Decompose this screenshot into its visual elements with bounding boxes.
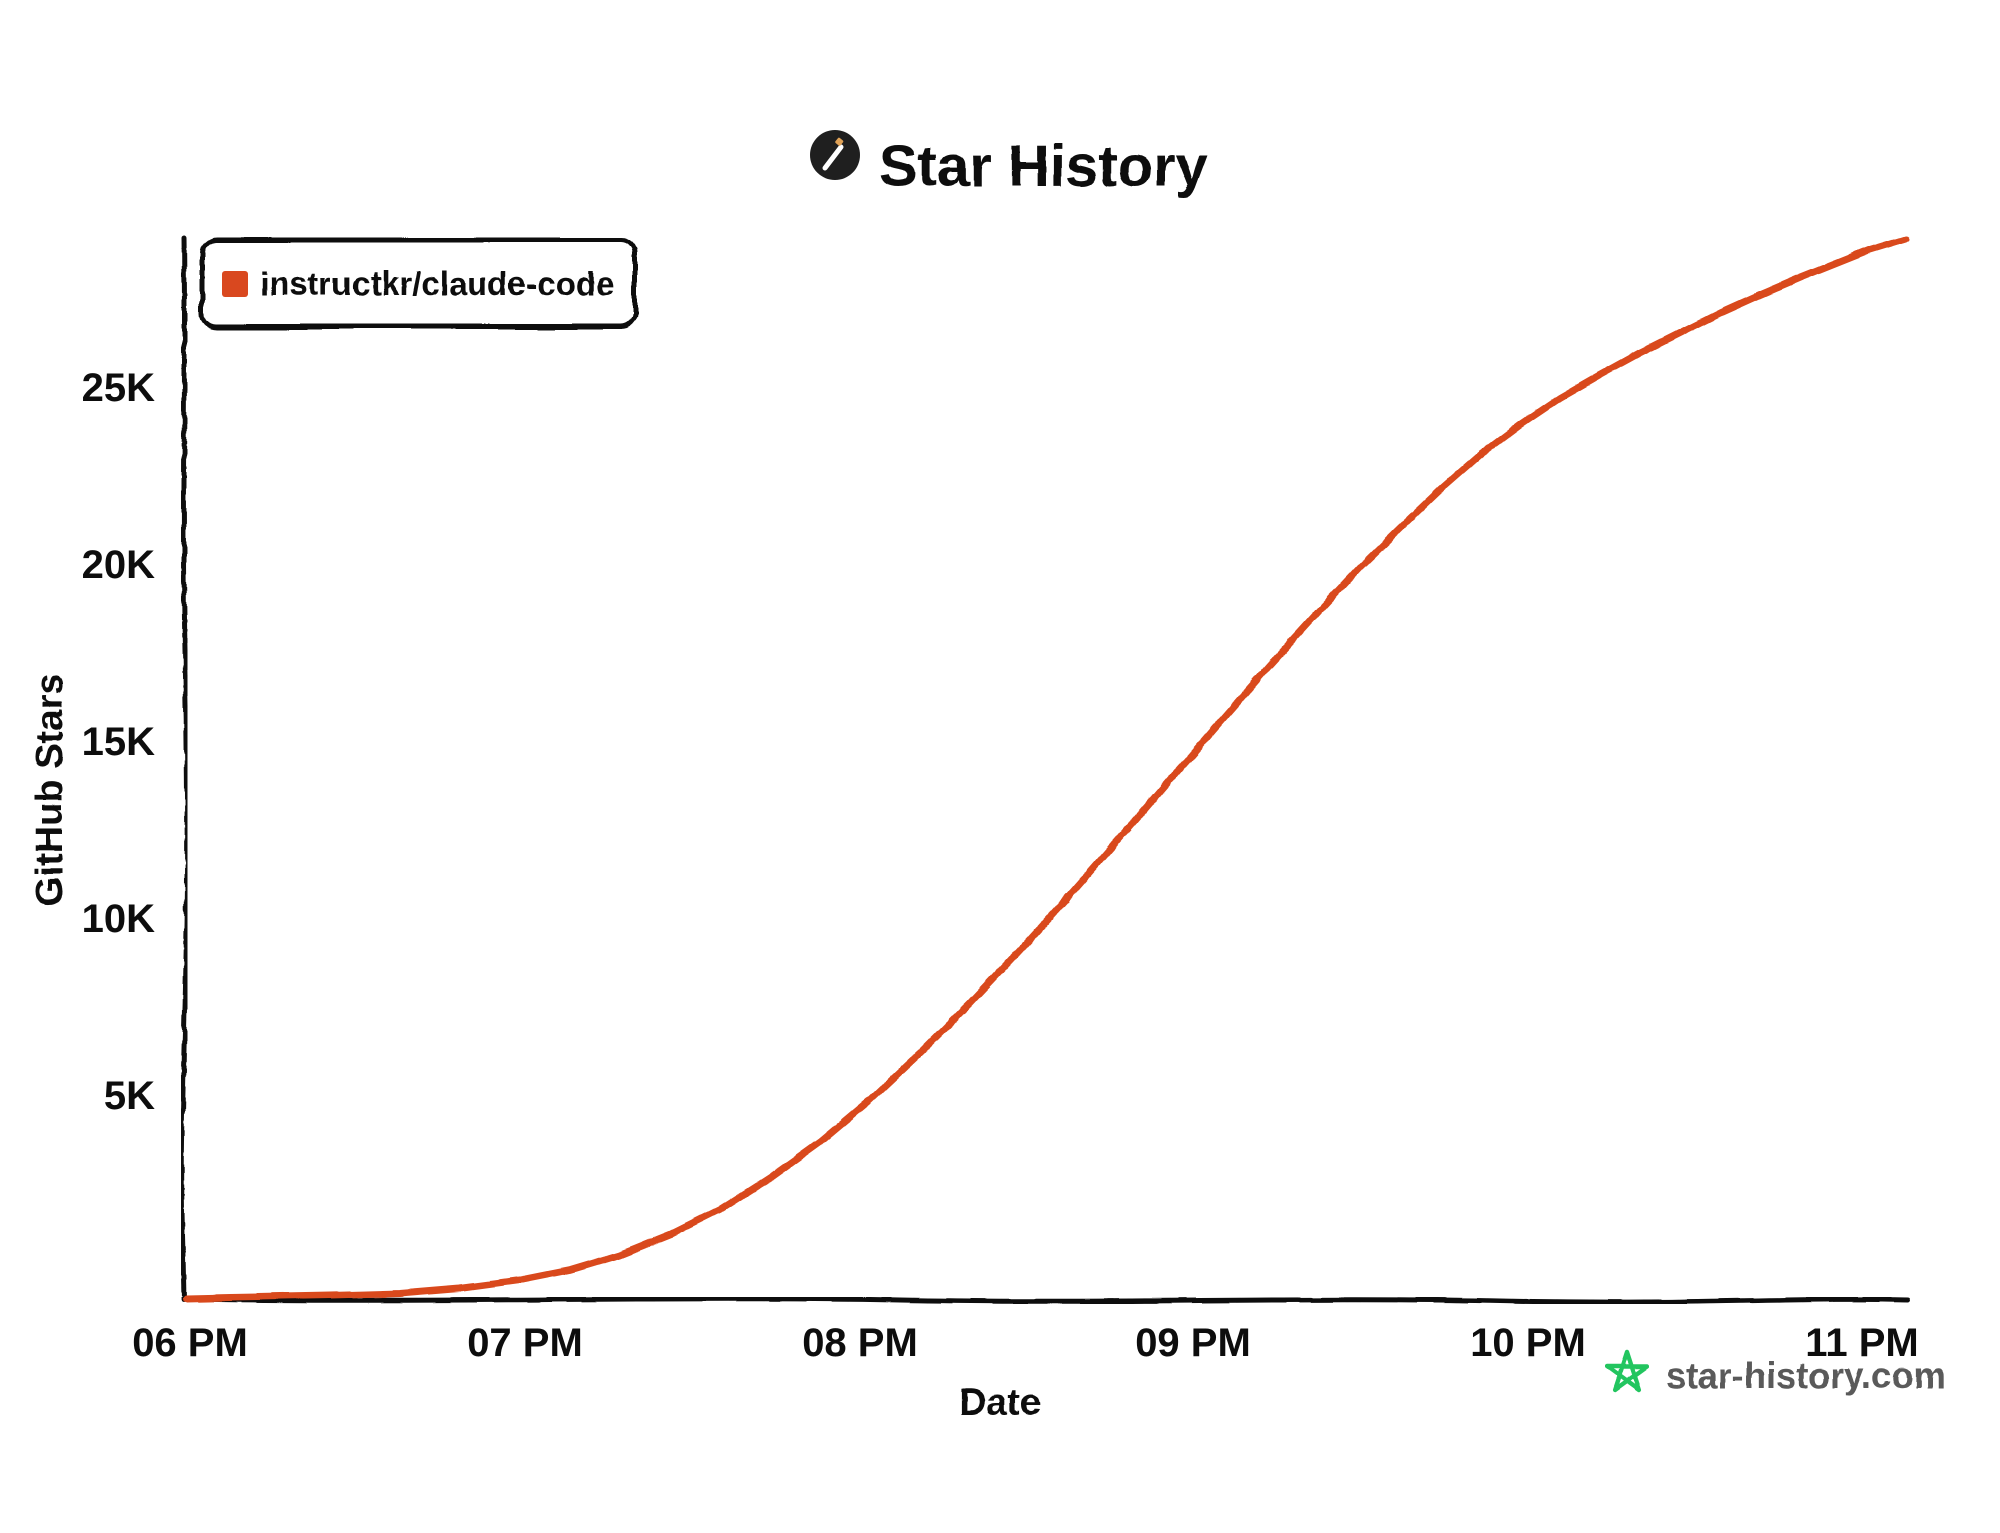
svg-text:15K: 15K (82, 720, 155, 764)
svg-text:10K: 10K (82, 897, 155, 941)
svg-text:07 PM: 07 PM (467, 1321, 583, 1365)
svg-text:instructkr/claude-code: instructkr/claude-code (260, 265, 614, 302)
svg-text:20K: 20K (82, 543, 155, 587)
svg-text:08 PM: 08 PM (802, 1321, 918, 1365)
svg-text:09 PM: 09 PM (1135, 1321, 1251, 1365)
svg-text:Date: Date (959, 1382, 1041, 1424)
svg-text:10 PM: 10 PM (1470, 1321, 1586, 1365)
svg-text:Star History: Star History (879, 134, 1208, 199)
svg-text:25K: 25K (82, 366, 155, 410)
svg-text:GitHub Stars: GitHub Stars (29, 674, 71, 906)
svg-text:5K: 5K (104, 1074, 155, 1118)
svg-text:06 PM: 06 PM (132, 1321, 248, 1365)
svg-text:star-history.com: star-history.com (1666, 1355, 1945, 1396)
